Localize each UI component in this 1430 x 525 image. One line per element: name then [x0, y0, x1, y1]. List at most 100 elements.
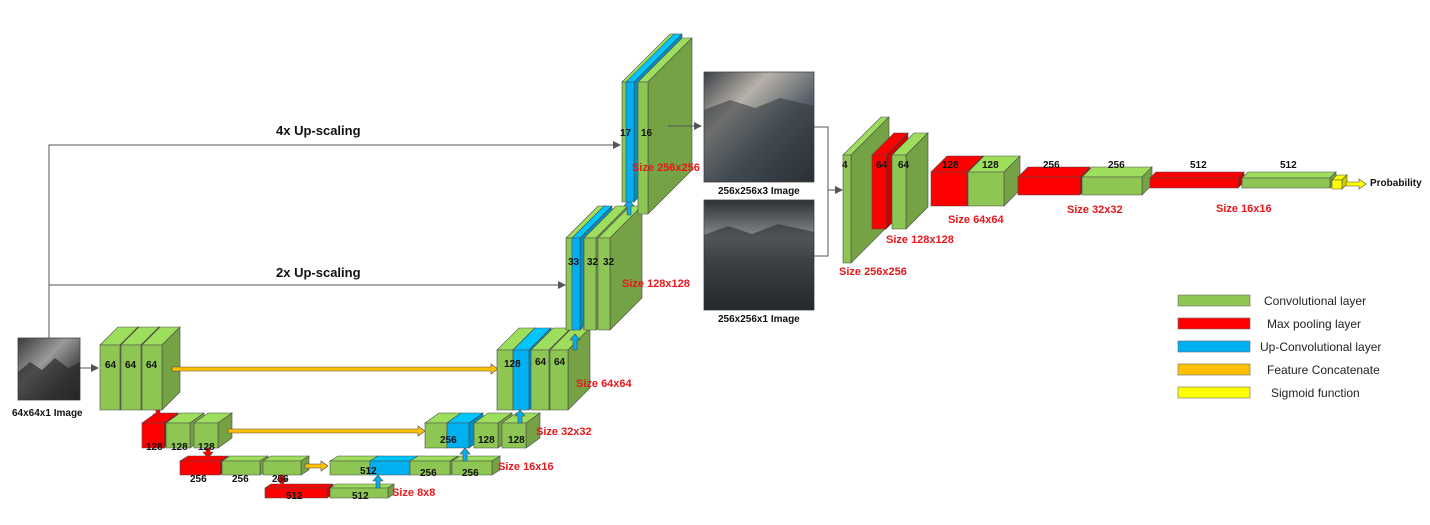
legend-label-upconv: Up-Convolutional layer	[1260, 340, 1381, 354]
probability-label: Probability	[1370, 178, 1422, 189]
disc-b0-front	[842, 154, 852, 264]
disc-label-2: 64	[898, 160, 910, 171]
layer-labels: 64 64 64 128 128 128 256 256 256 512 512…	[105, 128, 1422, 502]
disc-size-16-label: Size 16x16	[1216, 203, 1272, 215]
dec32-label-0: 256	[440, 435, 457, 446]
disc-pool-2-front	[930, 171, 968, 207]
dec256-label-1: 16	[641, 128, 653, 139]
dec32-upconv-front	[446, 422, 470, 449]
disc-label-6: 256	[1108, 160, 1125, 171]
gray-image-caption: 256x256x1 Image	[718, 314, 800, 325]
dec32-b1-front	[473, 422, 499, 449]
disc-label-1: 64	[876, 160, 888, 171]
dec256-label-0: 17	[620, 128, 632, 139]
disc-size-32-label: Size 32x32	[1067, 204, 1123, 216]
dec64-b1-front	[530, 349, 550, 411]
disc-label-8: 512	[1280, 160, 1297, 171]
dec128-label-2: 32	[603, 257, 615, 268]
upconv-arrow-16	[459, 447, 471, 462]
disc-b3-front	[1081, 176, 1143, 196]
legend-label-concat: Feature Concatenate	[1267, 363, 1380, 377]
x4-upscaling-line	[48, 141, 621, 338]
pool-arrow-2	[202, 447, 214, 459]
pool-arrow-3	[276, 474, 288, 486]
upconv-arrow-8	[372, 474, 384, 489]
bottom-pool-front	[264, 487, 328, 499]
rgb-to-disc-line	[814, 126, 829, 190]
bottom-label-0: 512	[286, 491, 303, 502]
dec128-upconv-front	[571, 237, 581, 331]
disc-b4-top	[1241, 171, 1337, 179]
size-128x128-label: Size 128x128	[622, 278, 690, 290]
dec64-upconv-front	[512, 349, 530, 411]
disc-b1-front	[891, 154, 907, 230]
disc-pool-4-front	[1149, 177, 1239, 189]
disc-pool-1-front	[871, 154, 887, 230]
legend-swatch-conv	[1177, 294, 1251, 307]
enc3-b1-front	[221, 460, 261, 476]
dec128-label-1: 32	[587, 257, 599, 268]
upconv-arrow-64	[569, 333, 581, 351]
dec64-label-1: 64	[535, 357, 547, 368]
dec256-b1-front	[637, 81, 649, 215]
legend-label-pool: Max pooling layer	[1267, 317, 1361, 331]
dec64-label-0: 128	[504, 359, 521, 370]
size-32x32-label: Size 32x32	[536, 426, 592, 438]
disc-sigmoid-front	[1331, 179, 1343, 190]
enc2-label-0: 128	[146, 442, 163, 453]
concat-arrow-16	[304, 460, 329, 472]
enc3-label-0: 256	[190, 474, 207, 485]
disc-size-128-label: Size 128x128	[886, 234, 954, 246]
bottom-label-1: 512	[352, 491, 369, 502]
bottom-conv-top	[329, 483, 395, 489]
dec128-b1-front	[583, 237, 597, 331]
dec16-label-0: 512	[360, 466, 377, 477]
legend-label-sigmoid: Sigmoid function	[1271, 386, 1360, 400]
disc-b2-front	[967, 171, 1005, 207]
x4-upscaling-label: 4x Up-scaling	[276, 123, 361, 138]
disc-label-5: 256	[1043, 160, 1060, 171]
enc2-b1-front	[165, 422, 191, 449]
input-caption: 64x64x1 Image	[12, 408, 83, 419]
concat-arrow-64	[171, 363, 499, 375]
enc1-b2-front	[141, 344, 163, 411]
dec256-upconv-front	[625, 81, 635, 203]
size-256x256-label: Size 256x256	[632, 162, 700, 174]
dec128-label-0: 33	[568, 257, 580, 268]
dec128-b2-front	[597, 237, 611, 331]
enc3-label-2: 256	[272, 474, 289, 485]
upconv-arrow-32	[514, 409, 526, 424]
enc1-b0-front	[99, 344, 121, 411]
disc-pool-4-top	[1149, 171, 1245, 179]
legend-label-conv: Convolutional layer	[1264, 294, 1366, 308]
bottom-conv-front	[329, 487, 389, 499]
disc-b4-front	[1241, 177, 1331, 189]
concat-arrow-32	[227, 425, 426, 437]
size-16x16-label: Size 16x16	[498, 461, 554, 473]
disc-label-4: 128	[982, 160, 999, 171]
enc1-label-2: 64	[146, 360, 158, 371]
dec16-b2-front	[451, 460, 493, 476]
enc2-label-2: 128	[198, 442, 215, 453]
enc3-b2-front	[262, 460, 302, 476]
legend-swatch-pool	[1177, 317, 1251, 330]
dec64-b2-front	[549, 349, 569, 411]
enc1-label-0: 64	[105, 360, 117, 371]
enc2-pool-front	[141, 422, 165, 449]
dec16-label-2: 256	[462, 468, 479, 479]
disc-label-7: 512	[1190, 160, 1207, 171]
enc2-b2-front	[193, 422, 219, 449]
sigmoid-arrow	[1345, 178, 1367, 190]
size-64x64-label: Size 64x64	[576, 378, 633, 390]
legend-swatch-concat	[1177, 363, 1251, 376]
upconv-arrow-128	[623, 199, 635, 216]
dec32-label-2: 128	[508, 435, 525, 446]
disc-size-256-label: Size 256x256	[839, 266, 907, 278]
layer-blocks	[99, 33, 1367, 499]
size-8x8-label: Size 8x8	[392, 487, 435, 499]
legend: Convolutional layer Max pooling layer Up…	[1177, 294, 1381, 400]
x2-upscaling-label: 2x Up-scaling	[276, 265, 361, 280]
enc2-label-1: 128	[171, 442, 188, 453]
gray-to-disc-line	[814, 190, 829, 257]
